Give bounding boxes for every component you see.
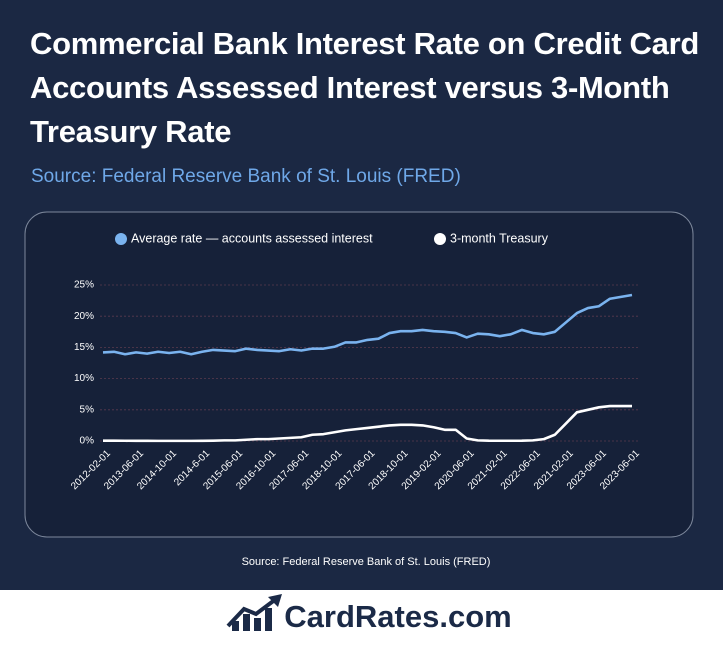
legend-marker <box>115 233 127 245</box>
brand-logo: CardRates.com <box>284 599 511 634</box>
y-tick-label: 15% <box>74 342 94 353</box>
y-tick-label: 0% <box>80 436 95 447</box>
y-tick-label: 20% <box>74 311 94 322</box>
legend-label: 3-month Treasury <box>450 231 549 245</box>
logo-icon <box>226 594 282 631</box>
series-line <box>103 404 632 443</box>
chart-panel <box>24 211 694 538</box>
chart-title: Commercial Bank Interest Rate on Credit … <box>30 26 699 149</box>
legend-label: Average rate — accounts assessed interes… <box>131 231 373 245</box>
y-tick-label: 25% <box>74 280 94 291</box>
series-line <box>102 293 633 356</box>
chart-subtitle: Source: Federal Reserve Bank of St. Loui… <box>31 166 461 187</box>
chart-note: Source: Federal Reserve Bank of St. Loui… <box>242 556 491 568</box>
legend-marker <box>434 233 446 245</box>
y-tick-label: 10% <box>74 373 94 384</box>
y-tick-label: 5% <box>80 404 95 415</box>
